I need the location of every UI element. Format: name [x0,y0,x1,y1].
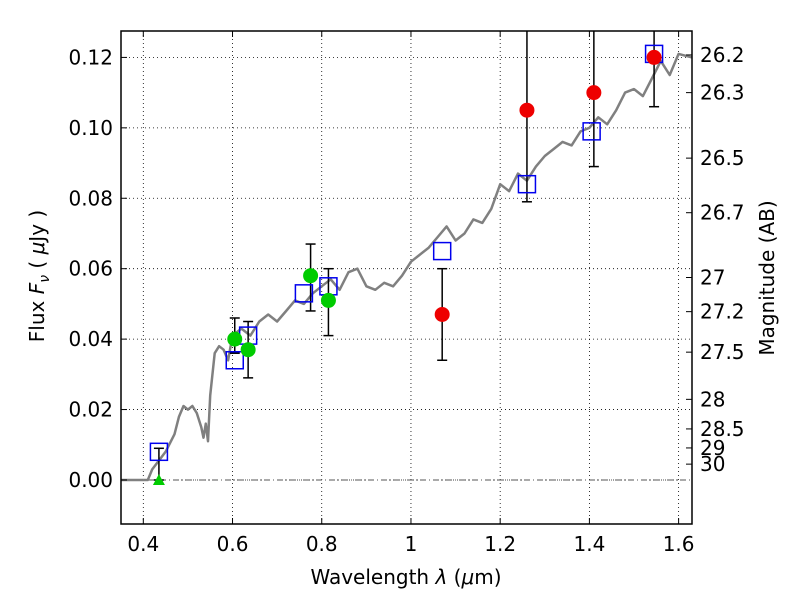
y2-tick-label: 26.2 [700,43,745,67]
x-tick-label: 1.2 [484,532,516,556]
y-tick-label: 0.08 [68,186,113,210]
observed-circle-point [240,342,256,358]
y2-tick-label: 27.2 [700,300,745,324]
model-square-point [294,284,314,303]
model-square-point [225,351,245,370]
observed-circle-point [646,49,662,65]
y2-tick-label: 26.5 [700,146,745,170]
y-tick-label: 0.10 [68,116,113,140]
observed-circle-point [434,306,450,322]
y2-tick-label: 30 [700,452,725,476]
y-tick-label: 0.00 [68,468,113,492]
y2-tick-label: 26.3 [700,81,745,105]
y-tick-label: 0.04 [68,327,113,351]
y-tick-label: 0.02 [68,398,113,422]
observed-circle-point [320,292,336,308]
x-axis-label: Wavelength λ (μm) [310,565,501,589]
y2-tick-label: 29 [700,436,725,460]
model-square-point [432,241,452,261]
tick-labels: 0.4 0.6 0.8 1 1.2 1.4 1.6 0.00 0.02 0.04 0.06 0.08 0… [68,43,744,556]
observed-circle-point [586,85,602,101]
y-axis-label: Flux Fν ( μJy ) [25,210,53,342]
plot-content [121,31,693,485]
upper-limit-triangle-point [152,473,165,485]
observed-circle-point [303,268,319,284]
x-tick-label: 0.8 [306,532,338,556]
y2-tick-label: 26.7 [700,201,745,225]
x-tick-label: 0.6 [217,532,249,556]
x-tick-label: 1 [405,532,418,556]
y2-tick-label: 28.5 [700,417,745,441]
y-tick-label: 0.06 [68,257,113,281]
y2-axis-label: Magnitude (AB) [755,200,779,355]
model-square-point [517,174,537,194]
y2-tick-label: 27.5 [700,340,745,364]
x-tick-label: 1.6 [663,532,695,556]
y-tick-label: 0.12 [68,45,113,69]
y2-tick-label: 28 [700,387,725,411]
observed-circle-point [227,331,243,347]
y2-tick-label: 27 [700,266,725,290]
observed-circle-point [519,102,535,118]
model-square-point [149,442,169,462]
x-tick-label: 1.4 [573,532,605,556]
ticks [121,31,692,524]
x-tick-label: 0.4 [127,532,159,556]
model-square-point [582,122,601,141]
